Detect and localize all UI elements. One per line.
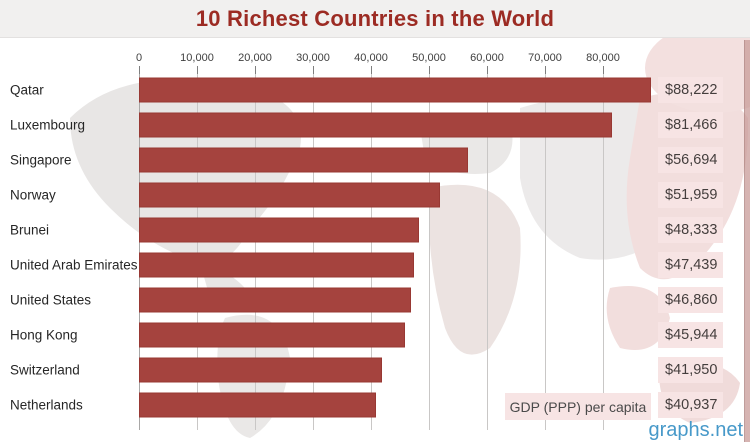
axis-tick-mark: [603, 66, 604, 74]
axis-tick-label: 70,000: [528, 52, 562, 64]
bar-row: Hong Kong $45,944: [0, 317, 750, 352]
bar: [139, 322, 406, 348]
axis-tick-mark: [429, 66, 430, 74]
gridline: [487, 74, 488, 430]
axis-tick-label: 60,000: [470, 52, 504, 64]
value-label: $88,222: [658, 77, 723, 104]
country-label: United Arab Emirates: [10, 257, 138, 273]
bar: [139, 357, 383, 383]
value-label: $40,937: [658, 391, 723, 418]
country-label: Qatar: [10, 82, 44, 98]
bar-row: United States $46,860: [0, 282, 750, 317]
axis-tick-label: 20,000: [238, 52, 272, 64]
value-label: $41,950: [658, 356, 723, 383]
bar: [139, 287, 411, 313]
legend-label: GDP (PPP) per capita: [505, 393, 651, 420]
gridline: [371, 74, 372, 430]
country-label: Switzerland: [10, 362, 80, 378]
value-label: $51,959: [658, 182, 723, 209]
value-label: $46,860: [658, 286, 723, 313]
bar-row: United Arab Emirates $47,439: [0, 248, 750, 283]
axis-tick-mark: [371, 66, 372, 74]
axis-tick-label: 80,000: [586, 52, 620, 64]
bar: [139, 182, 441, 208]
country-label: Hong Kong: [10, 327, 78, 343]
bar-row: Luxembourg $81,466: [0, 108, 750, 143]
country-label: Netherlands: [10, 397, 83, 413]
chart-header: 10 Richest Countries in the World: [0, 0, 750, 38]
axis-tick-label: 40,000: [354, 52, 388, 64]
gridline: [139, 74, 140, 430]
bar-row: Brunei $48,333: [0, 213, 750, 248]
axis-tick-mark: [139, 66, 140, 74]
country-label: Singapore: [10, 152, 72, 168]
axis-tick-mark: [545, 66, 546, 74]
country-label: Luxembourg: [10, 117, 86, 133]
country-label: United States: [10, 292, 92, 308]
country-label: Brunei: [10, 222, 50, 238]
axis-tick-label: 30,000: [296, 52, 330, 64]
bar: [139, 392, 377, 418]
gridline: [429, 74, 430, 430]
gridline: [603, 74, 604, 430]
gridline: [197, 74, 198, 430]
bar: [139, 252, 415, 278]
bar-row: Singapore $56,694: [0, 143, 750, 178]
axis-tick-label: 0: [135, 52, 143, 64]
axis-tick-mark: [487, 66, 488, 74]
bar: [139, 217, 420, 243]
axis-tick-label: 10,000: [180, 52, 214, 64]
axis-tick-mark: [197, 66, 198, 74]
gridline: [313, 74, 314, 430]
bar: [139, 77, 651, 103]
gridline: [545, 74, 546, 430]
axis-tick-mark: [255, 66, 256, 74]
bar-row: Qatar $88,222: [0, 73, 750, 108]
value-label: $45,944: [658, 321, 723, 348]
bar: [139, 147, 468, 173]
axis-tick-mark: [313, 66, 314, 74]
country-label: Norway: [10, 187, 56, 203]
bar-row: Switzerland $41,950: [0, 352, 750, 387]
value-label: $56,694: [658, 147, 723, 174]
value-label: $47,439: [658, 251, 723, 278]
bar-row: Netherlands $40,937: [0, 387, 750, 422]
gridline: [255, 74, 256, 430]
axis-tick-label: 50,000: [412, 52, 446, 64]
map-edge-strip: [744, 40, 750, 442]
value-label: $48,333: [658, 217, 723, 244]
watermark-graphs-net: graphs.net: [648, 419, 743, 441]
bar-row: Norway $51,959: [0, 178, 750, 213]
chart-title: 10 Richest Countries in the World: [195, 5, 555, 31]
value-label: $81,466: [658, 112, 723, 139]
bar: [139, 112, 612, 138]
